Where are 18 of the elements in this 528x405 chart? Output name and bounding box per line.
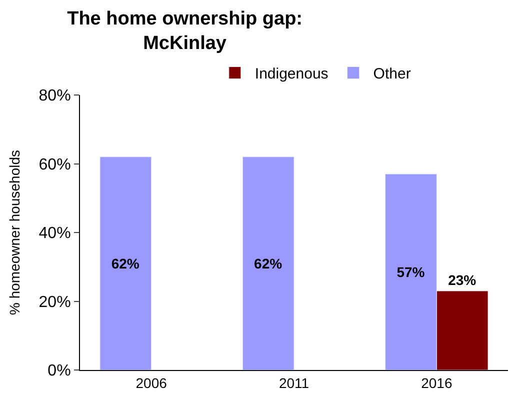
bar — [100, 156, 152, 370]
y-tick-label: 20% — [38, 294, 71, 311]
data-label: 57% — [396, 264, 426, 280]
legend-label: Indigenous — [254, 66, 328, 83]
y-tick-label: 0% — [48, 362, 71, 380]
y-tick-label: 40% — [38, 225, 71, 242]
x-tick-label: 2016 — [421, 374, 452, 391]
bar — [242, 156, 294, 370]
x-tick-label: 2011 — [278, 374, 310, 391]
y-axis-title: % homeowner households — [6, 150, 22, 315]
chart-title: The home ownership gap: McKinlay — [67, 8, 303, 54]
y-tick-label: 80% — [38, 88, 71, 105]
legend-label: Other — [373, 66, 411, 83]
y-tick-label: 60% — [38, 156, 71, 174]
data-label: 62% — [111, 255, 140, 272]
data-label: 62% — [254, 255, 283, 272]
data-label: 23% — [448, 272, 477, 288]
x-tick-label: 2006 — [136, 374, 168, 391]
